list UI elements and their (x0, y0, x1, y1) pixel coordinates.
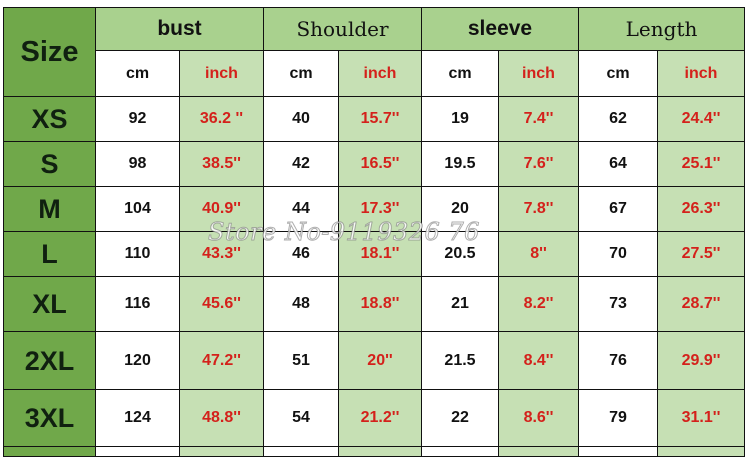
partial-row (3, 446, 745, 457)
cm-value-cell: 98 (95, 141, 180, 187)
header-row: Size bust Shoulder sleeve Length (3, 7, 745, 97)
cm-value-cell: 104 (95, 186, 180, 232)
inch-value-cell: 21.2'' (338, 389, 422, 447)
cm-value-cell: 124 (95, 389, 180, 447)
inch-value-cell: 7.8'' (498, 186, 579, 232)
size-cell: 2XL (3, 331, 96, 390)
size-cell: XS (3, 96, 96, 142)
cm-value-cell: 20.5 (421, 231, 499, 277)
cm-value-cell: 116 (95, 276, 180, 332)
cm-value-cell: 19 (421, 96, 499, 142)
inch-value-cell: 36.2 '' (179, 96, 264, 142)
partial-cell (338, 446, 422, 457)
inch-value-cell: 38.5'' (179, 141, 264, 187)
cm-value-cell: 42 (263, 141, 339, 187)
cm-value-cell: 21 (421, 276, 499, 332)
cm-value-cell: 21.5 (421, 331, 499, 390)
inch-value-cell: 45.6'' (179, 276, 264, 332)
cm-value-cell: 120 (95, 331, 180, 390)
inch-value-cell: 27.5'' (657, 231, 745, 277)
table-row: XS 92 36.2 '' 40 15.7'' 19 7.4'' 62 24.4'' (3, 96, 745, 142)
bust-header: bust (95, 7, 264, 51)
cm-value-cell: 67 (578, 186, 658, 232)
table-row: S 98 38.5'' 42 16.5'' 19.5 7.6'' 64 25.1'' (3, 141, 745, 187)
partial-cell (657, 446, 745, 457)
unit-inch: inch (338, 50, 422, 97)
partial-cell (263, 446, 339, 457)
cm-value-cell: 44 (263, 186, 339, 232)
inch-value-cell: 8'' (498, 231, 579, 277)
cm-value-cell: 110 (95, 231, 180, 277)
cm-value-cell: 20 (421, 186, 499, 232)
unit-cm: cm (263, 50, 339, 97)
unit-inch: inch (657, 50, 745, 97)
partial-cell (498, 446, 579, 457)
cm-value-cell: 51 (263, 331, 339, 390)
cm-value-cell: 46 (263, 231, 339, 277)
inch-value-cell: 17.3'' (338, 186, 422, 232)
inch-value-cell: 20'' (338, 331, 422, 390)
inch-value-cell: 8.4'' (498, 331, 579, 390)
partial-cell (578, 446, 658, 457)
inch-value-cell: 40.9'' (179, 186, 264, 232)
size-cell: M (3, 186, 96, 232)
table-row: 3XL 124 48.8'' 54 21.2'' 22 8.6'' 79 31.1'' (3, 389, 745, 447)
inch-value-cell: 26.3'' (657, 186, 745, 232)
cm-value-cell: 92 (95, 96, 180, 142)
table-row: M 104 40.9'' 44 17.3'' 20 7.8'' 67 26.3'' (3, 186, 745, 232)
table-row: L 110 43.3'' 46 18.1'' 20.5 8'' 70 27.5'' (3, 231, 745, 277)
unit-cm: cm (421, 50, 499, 97)
inch-value-cell: 18.1'' (338, 231, 422, 277)
cm-value-cell: 79 (578, 389, 658, 447)
size-cell: S (3, 141, 96, 187)
size-chart-table: Size bust Shoulder sleeve Length cm inch… (3, 7, 745, 457)
size-cell: 3XL (3, 389, 96, 447)
size-cell: XL (3, 276, 96, 332)
shoulder-header: Shoulder (263, 7, 422, 51)
inch-value-cell: 24.4'' (657, 96, 745, 142)
unit-inch: inch (498, 50, 579, 97)
cm-value-cell: 19.5 (421, 141, 499, 187)
inch-value-cell: 47.2'' (179, 331, 264, 390)
partial-cell (179, 446, 264, 457)
inch-value-cell: 29.9'' (657, 331, 745, 390)
sleeve-header: sleeve (421, 7, 579, 51)
partial-cell (3, 446, 96, 457)
unit-row: cm inch cm inch cm inch cm inch (4, 50, 745, 97)
cm-value-cell: 76 (578, 331, 658, 390)
partial-cell (421, 446, 499, 457)
cm-value-cell: 62 (578, 96, 658, 142)
inch-value-cell: 48.8'' (179, 389, 264, 447)
cm-value-cell: 48 (263, 276, 339, 332)
inch-value-cell: 25.1'' (657, 141, 745, 187)
partial-cell (95, 446, 180, 457)
cm-value-cell: 70 (578, 231, 658, 277)
table-row: XL 116 45.6'' 48 18.8'' 21 8.2'' 73 28.7'' (3, 276, 745, 332)
inch-value-cell: 15.7'' (338, 96, 422, 142)
length-header: Length (578, 7, 745, 51)
cm-value-cell: 73 (578, 276, 658, 332)
table-row: 2XL 120 47.2'' 51 20'' 21.5 8.4'' 76 29.9'' (3, 331, 745, 390)
cm-value-cell: 22 (421, 389, 499, 447)
inch-value-cell: 31.1'' (657, 389, 745, 447)
cm-value-cell: 64 (578, 141, 658, 187)
size-header: Size (3, 7, 96, 97)
size-cell: L (3, 231, 96, 277)
cm-value-cell: 54 (263, 389, 339, 447)
inch-value-cell: 7.4'' (498, 96, 579, 142)
inch-value-cell: 8.6'' (498, 389, 579, 447)
inch-value-cell: 8.2'' (498, 276, 579, 332)
inch-value-cell: 28.7'' (657, 276, 745, 332)
inch-value-cell: 18.8'' (338, 276, 422, 332)
cm-value-cell: 40 (263, 96, 339, 142)
unit-cm: cm (95, 50, 180, 97)
inch-value-cell: 7.6'' (498, 141, 579, 187)
unit-cm: cm (578, 50, 658, 97)
inch-value-cell: 43.3'' (179, 231, 264, 277)
unit-inch: inch (179, 50, 264, 97)
inch-value-cell: 16.5'' (338, 141, 422, 187)
